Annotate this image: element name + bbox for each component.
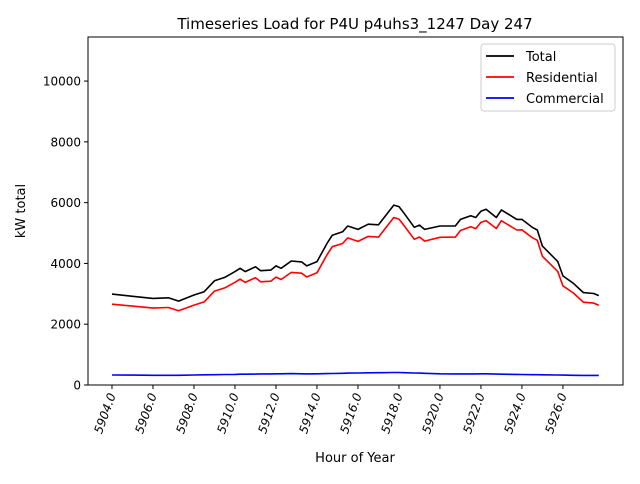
y-tick-label: 4000 (50, 257, 81, 271)
x-axis-label: Hour of Year (315, 451, 395, 466)
x-tick-label: 5926.0 (542, 391, 570, 436)
x-tick-label: 5912.0 (255, 391, 283, 436)
legend-box (480, 43, 616, 112)
x-tick-label: 5916.0 (337, 391, 365, 436)
x-tick-label: 5920.0 (419, 391, 447, 436)
x-tick-label: 5908.0 (173, 391, 201, 436)
legend-label-residential: Residential (526, 71, 598, 86)
y-tick-label: 0 (73, 379, 81, 393)
y-tick-label: 2000 (50, 318, 81, 332)
plot-area-frame (87, 36, 624, 386)
x-tick-label: 5906.0 (132, 391, 160, 436)
series-lines (111, 204, 600, 377)
series-line-total (111, 204, 600, 302)
series-line-residential (111, 216, 600, 312)
chart-title: Timeseries Load for P4U p4uhs3_1247 Day … (176, 15, 532, 34)
legend: Total Residential Commercial (480, 43, 616, 112)
y-axis: 0 2000 4000 6000 8000 10000 (43, 75, 88, 393)
series-line-commercial (111, 371, 599, 377)
legend-label-total: Total (525, 50, 556, 65)
x-tick-label: 5910.0 (214, 391, 242, 436)
x-tick-label: 5914.0 (296, 391, 324, 436)
x-tick-label: 5918.0 (378, 391, 406, 436)
legend-label-commercial: Commercial (526, 92, 604, 107)
y-tick-label: 8000 (50, 135, 81, 149)
x-tick-label: 5924.0 (501, 391, 529, 436)
y-axis-label: kW total (14, 184, 29, 238)
y-tick-label: 6000 (50, 196, 81, 210)
x-tick-label: 5904.0 (91, 391, 119, 436)
x-axis: 5904.0 5906.0 5908.0 5910.0 5912.0 5914.0 5916… (91, 385, 570, 435)
y-tick-label: 10000 (43, 75, 81, 89)
x-tick-label: 5922.0 (460, 391, 488, 436)
